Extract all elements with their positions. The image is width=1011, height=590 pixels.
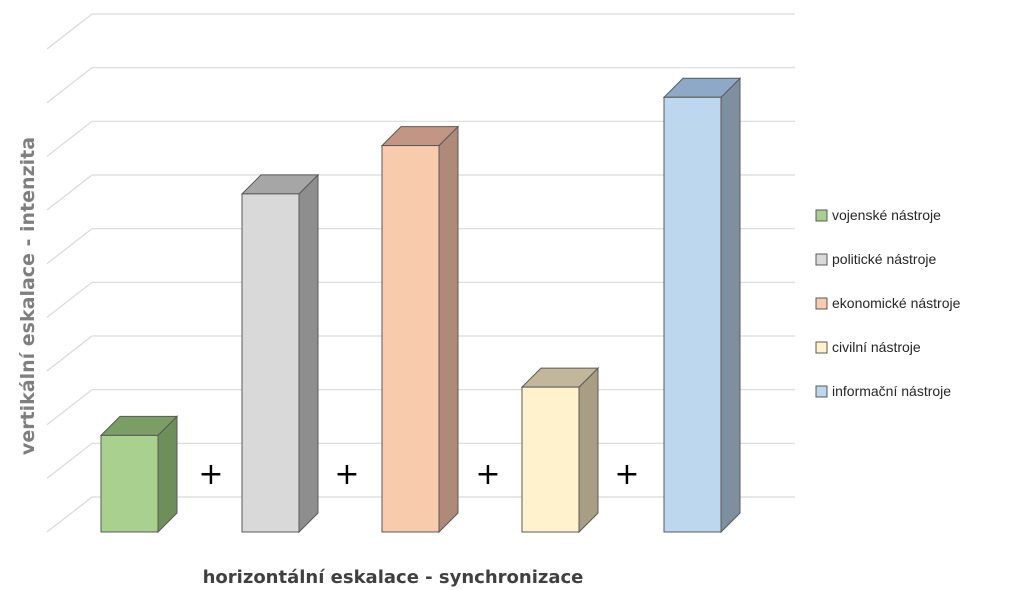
gridline-diagonal bbox=[46, 13, 93, 50]
bar-front bbox=[241, 193, 300, 533]
bar-4 bbox=[520, 366, 600, 534]
gridline-diagonal bbox=[46, 389, 93, 426]
legend-swatch bbox=[815, 341, 828, 354]
bar-side bbox=[438, 125, 459, 534]
bar-side bbox=[298, 173, 319, 534]
legend-swatch bbox=[815, 297, 828, 310]
gridline-diagonal bbox=[46, 228, 93, 265]
gridline-diagonal bbox=[46, 174, 93, 211]
legend-label: civilní nástroje bbox=[832, 339, 921, 355]
legend-item: vojenské nástroje bbox=[815, 207, 941, 223]
gridline-diagonal bbox=[46, 335, 93, 372]
legend-item: informační nástroje bbox=[815, 383, 951, 399]
legend-label: ekonomické nástroje bbox=[832, 295, 961, 311]
legend-label: politické nástroje bbox=[832, 251, 936, 267]
gridline-diagonal bbox=[46, 120, 93, 157]
plus-sign: + bbox=[614, 457, 639, 492]
bar-front bbox=[663, 96, 722, 533]
bar-3 bbox=[380, 125, 460, 534]
plus-sign: + bbox=[334, 457, 359, 492]
bar-side bbox=[720, 77, 741, 534]
bars bbox=[99, 77, 742, 534]
plus-sign: + bbox=[475, 457, 500, 492]
x-axis-label: horizontální eskalace - synchronizace bbox=[203, 567, 584, 588]
legend-item: politické nástroje bbox=[815, 251, 936, 267]
legend-label: vojenské nástroje bbox=[832, 207, 941, 223]
legend: vojenské nástroje politické nástroje ekono… bbox=[815, 207, 961, 399]
gridline-diagonal bbox=[46, 496, 93, 533]
bar-front bbox=[100, 434, 159, 533]
bar-side bbox=[157, 415, 178, 534]
plus-sign: + bbox=[198, 457, 223, 492]
gridline-diagonal bbox=[46, 442, 93, 479]
legend-swatch bbox=[815, 385, 828, 398]
legend-swatch bbox=[815, 209, 828, 222]
y-axis-label: vertikální eskalace - intenzita bbox=[17, 137, 39, 455]
bar-1 bbox=[99, 415, 179, 534]
gridline-diagonal bbox=[46, 67, 93, 104]
legend-item: ekonomické nástroje bbox=[815, 295, 961, 311]
legend-label: informační nástroje bbox=[832, 383, 951, 399]
gridline-diagonal bbox=[46, 281, 93, 318]
bar-side bbox=[578, 366, 599, 534]
bar-2 bbox=[240, 173, 320, 534]
bar-front bbox=[521, 386, 580, 533]
legend-swatch bbox=[815, 253, 828, 266]
bar-5 bbox=[662, 77, 742, 534]
plus-signs: + + + + bbox=[198, 457, 639, 492]
legend-item: civilní nástroje bbox=[815, 339, 921, 355]
bar-front bbox=[381, 145, 440, 533]
